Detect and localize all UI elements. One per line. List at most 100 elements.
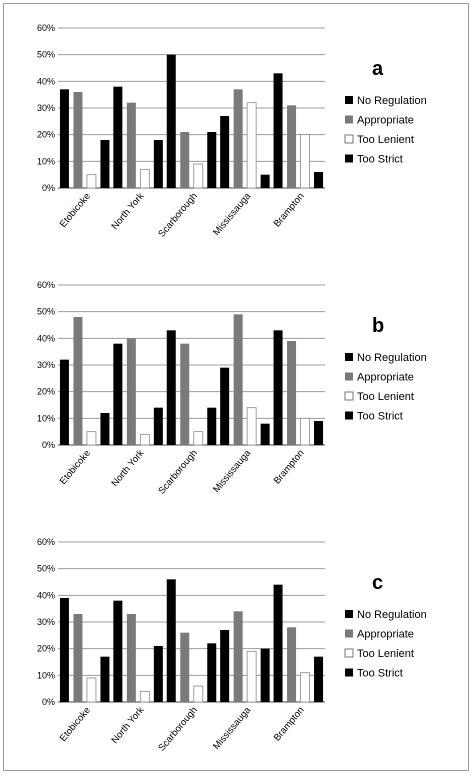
bar-too-strict bbox=[100, 140, 110, 188]
legend-label: Too Lenient bbox=[357, 391, 414, 403]
y-tick-label: 60% bbox=[37, 23, 55, 33]
bar-no-regulation bbox=[59, 598, 69, 702]
bar-too-lenient bbox=[86, 677, 97, 703]
x-category-label: Etobicoke bbox=[58, 191, 93, 230]
x-category-label: Scarborough bbox=[156, 705, 199, 754]
bar-appropriate bbox=[233, 89, 243, 188]
bar-too-strict bbox=[153, 407, 163, 445]
legend-label: Appropriate bbox=[357, 115, 414, 127]
y-tick-label: 30% bbox=[37, 617, 55, 627]
x-category-label: North York bbox=[109, 448, 146, 489]
bar-too-strict bbox=[100, 413, 110, 445]
bar-appropriate bbox=[287, 341, 297, 445]
legend-swatch bbox=[345, 115, 353, 124]
bar-appropriate bbox=[233, 314, 243, 445]
bar-too-lenient bbox=[300, 672, 310, 703]
legend-label: Too Strict bbox=[357, 668, 403, 680]
bar-too-lenient bbox=[246, 650, 257, 703]
legend-label: Too Lenient bbox=[357, 648, 414, 660]
bar-no-regulation bbox=[273, 584, 283, 702]
bar-too-lenient bbox=[300, 417, 310, 446]
bar-no-regulation bbox=[220, 630, 230, 702]
panel-letter: a bbox=[372, 58, 384, 80]
y-tick-label: 50% bbox=[37, 564, 55, 574]
bar-no-regulation bbox=[166, 579, 176, 702]
bar-no-regulation bbox=[273, 73, 283, 188]
bar-no-regulation bbox=[113, 600, 123, 702]
bar-no-regulation bbox=[59, 89, 69, 188]
legend-swatch bbox=[344, 648, 354, 658]
bar-appropriate bbox=[126, 338, 136, 445]
x-category-label: Etobicoke bbox=[58, 705, 93, 744]
bar-too-strict bbox=[207, 407, 217, 445]
legend-swatch bbox=[345, 353, 353, 361]
bar-no-regulation bbox=[113, 343, 123, 445]
legend-swatch bbox=[344, 391, 354, 401]
bar-no-regulation bbox=[220, 116, 230, 188]
bar-no-regulation bbox=[113, 86, 123, 188]
y-tick-label: 10% bbox=[37, 156, 55, 166]
x-category-label: Brampton bbox=[272, 191, 307, 230]
bar-too-strict bbox=[153, 140, 163, 188]
legend-swatch bbox=[345, 668, 353, 677]
y-tick-label: 0% bbox=[42, 697, 55, 707]
legend-label: No Regulation bbox=[357, 352, 427, 364]
panel-letter: c bbox=[372, 572, 383, 594]
legend-swatch bbox=[345, 610, 353, 618]
bar-too-strict bbox=[100, 656, 110, 702]
bar-too-lenient bbox=[246, 407, 257, 446]
chart-panel-a: 0% 10% 20% 30% 40% 50% 60% Etobicoke North York S… bbox=[37, 23, 427, 240]
x-category-label: Etobicoke bbox=[58, 448, 93, 487]
y-tick-label: 40% bbox=[37, 76, 55, 86]
y-tick-label: 50% bbox=[37, 307, 55, 317]
legend-label: Too Strict bbox=[357, 154, 403, 166]
bar-too-lenient bbox=[139, 168, 150, 189]
bar-appropriate bbox=[73, 92, 83, 188]
y-tick-label: 0% bbox=[42, 183, 55, 193]
bar-appropriate bbox=[180, 343, 190, 445]
chart-panel-c: 0% 10% 20% 30% 40% 50% 60% Etobicoke North York S… bbox=[37, 537, 427, 754]
bar-too-strict bbox=[207, 643, 217, 702]
chart-panel-b: 0% 10% 20% 30% 40% 50% 60% Etobicoke North York S… bbox=[37, 280, 427, 497]
bar-appropriate bbox=[233, 611, 243, 702]
bar-too-strict bbox=[260, 174, 270, 188]
bar-too-lenient bbox=[300, 134, 310, 189]
x-category-label: Mississauga bbox=[211, 447, 253, 495]
y-tick-label: 10% bbox=[37, 670, 55, 680]
bar-too-lenient bbox=[193, 431, 204, 446]
legend-swatch bbox=[345, 96, 353, 104]
bar-appropriate bbox=[73, 614, 83, 702]
legend-label: Too Lenient bbox=[357, 134, 414, 146]
y-tick-label: 60% bbox=[37, 280, 55, 290]
bar-no-regulation bbox=[59, 359, 69, 445]
legend-swatch bbox=[345, 154, 353, 163]
legend-label: Too Strict bbox=[357, 411, 403, 423]
bar-appropriate bbox=[180, 632, 190, 702]
bar-too-strict bbox=[207, 132, 217, 188]
y-tick-label: 30% bbox=[37, 360, 55, 370]
y-tick-label: 20% bbox=[37, 130, 55, 140]
bar-too-strict bbox=[314, 172, 324, 188]
bar-too-lenient bbox=[193, 163, 204, 189]
bar-no-regulation bbox=[273, 330, 283, 445]
bar-no-regulation bbox=[166, 54, 176, 188]
bar-too-lenient bbox=[86, 431, 97, 446]
y-tick-label: 20% bbox=[37, 387, 55, 397]
bar-appropriate bbox=[73, 317, 83, 445]
x-category-label: North York bbox=[109, 705, 146, 746]
legend-label: No Regulation bbox=[357, 609, 427, 621]
y-tick-label: 0% bbox=[42, 440, 55, 450]
panel-letter: b bbox=[372, 315, 384, 337]
legend-label: Appropriate bbox=[357, 372, 414, 384]
bar-too-strict bbox=[260, 423, 270, 445]
bar-appropriate bbox=[126, 102, 136, 188]
legend-swatch bbox=[345, 411, 353, 420]
legend-label: Appropriate bbox=[357, 629, 414, 641]
bar-too-lenient bbox=[139, 690, 150, 703]
bar-too-lenient bbox=[139, 433, 150, 446]
bar-too-lenient bbox=[86, 174, 97, 189]
bar-too-strict bbox=[314, 656, 324, 702]
y-tick-label: 20% bbox=[37, 644, 55, 654]
y-tick-label: 10% bbox=[37, 413, 55, 423]
legend-swatch bbox=[344, 134, 354, 144]
